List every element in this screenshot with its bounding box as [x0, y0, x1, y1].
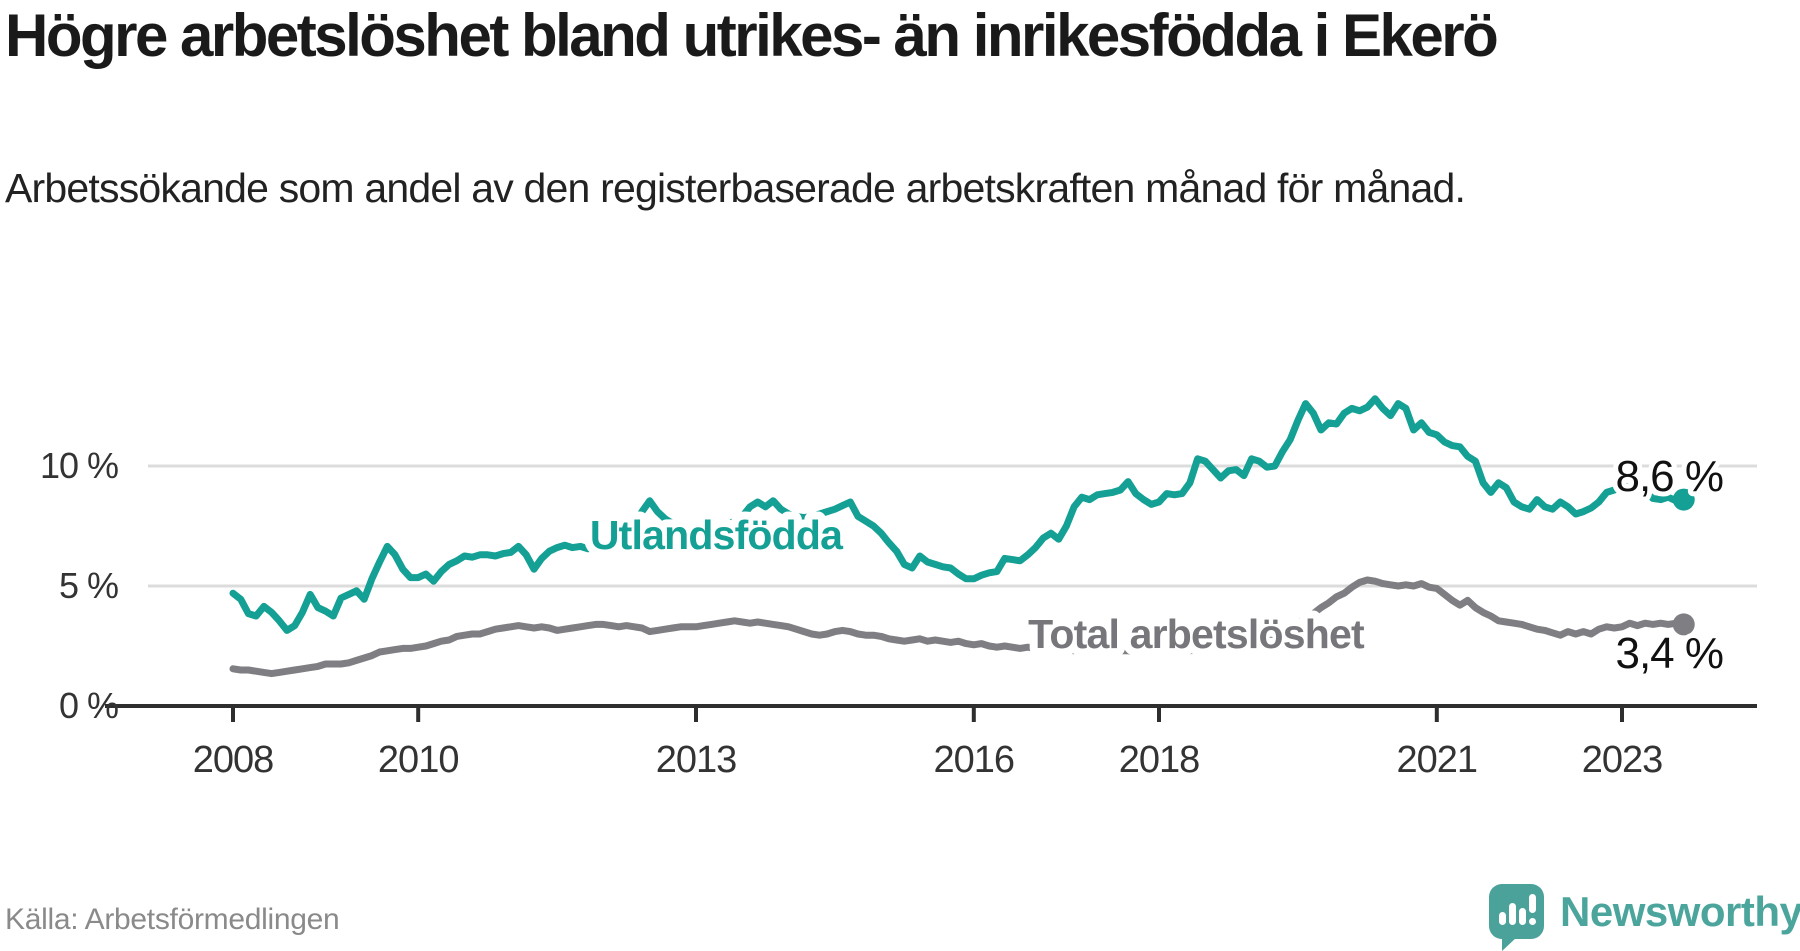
gridlines	[148, 464, 1757, 588]
newsworthy-logo-icon	[1489, 884, 1544, 951]
logo-bar-icon	[1519, 908, 1526, 925]
series-line-utlandsfodda	[229, 395, 1688, 634]
y-axis-labels: 0 % 5 % 10 %	[40, 445, 119, 726]
series-label-total-arbetsloshet: Total arbetslöshet	[1028, 611, 1365, 657]
x-tick-label: 2021	[1397, 739, 1478, 781]
logo-bar-icon	[1509, 903, 1516, 925]
logo-exclamation-icon	[1529, 894, 1536, 913]
x-tick-label: 2018	[1119, 739, 1200, 781]
logo-bar-icon	[1499, 912, 1506, 925]
x-tick-label: 2016	[934, 739, 1015, 781]
source-attribution: Källa: Arbetsförmedlingen	[5, 903, 340, 936]
series-end-dot-utlandsfodda	[1672, 488, 1695, 511]
newsworthy-brand: Newsworthy	[1489, 884, 1800, 951]
series-end-dot-total	[1672, 613, 1695, 636]
x-tick-label: 2010	[378, 739, 459, 781]
page-title: Högre arbetslöshet bland utrikes- än inr…	[5, 2, 1499, 69]
x-axis-ticks: 2008 2010 2013 2016 2018 2021 2023	[193, 706, 1663, 781]
series-label-utlandsfodda: Utlandsfödda	[590, 512, 844, 558]
x-tick-label: 2023	[1582, 739, 1663, 781]
x-tick-label: 2008	[193, 739, 274, 781]
y-tick-label: 0 %	[59, 685, 118, 726]
y-tick-label: 5 %	[59, 565, 118, 606]
page-subtitle: Arbetssökande som andel av den registerb…	[5, 165, 1466, 211]
end-value-label-utlandsfodda: 8,6 %	[1615, 452, 1723, 501]
y-tick-label: 10 %	[40, 445, 118, 486]
logo-exclamation-dot-icon	[1529, 918, 1536, 925]
x-tick-label: 2013	[656, 739, 737, 781]
series-line-total-arbetsloshet	[229, 576, 1688, 678]
newsworthy-wordmark: Newsworthy	[1560, 887, 1800, 935]
end-value-label-total: 3,4 %	[1615, 629, 1723, 678]
